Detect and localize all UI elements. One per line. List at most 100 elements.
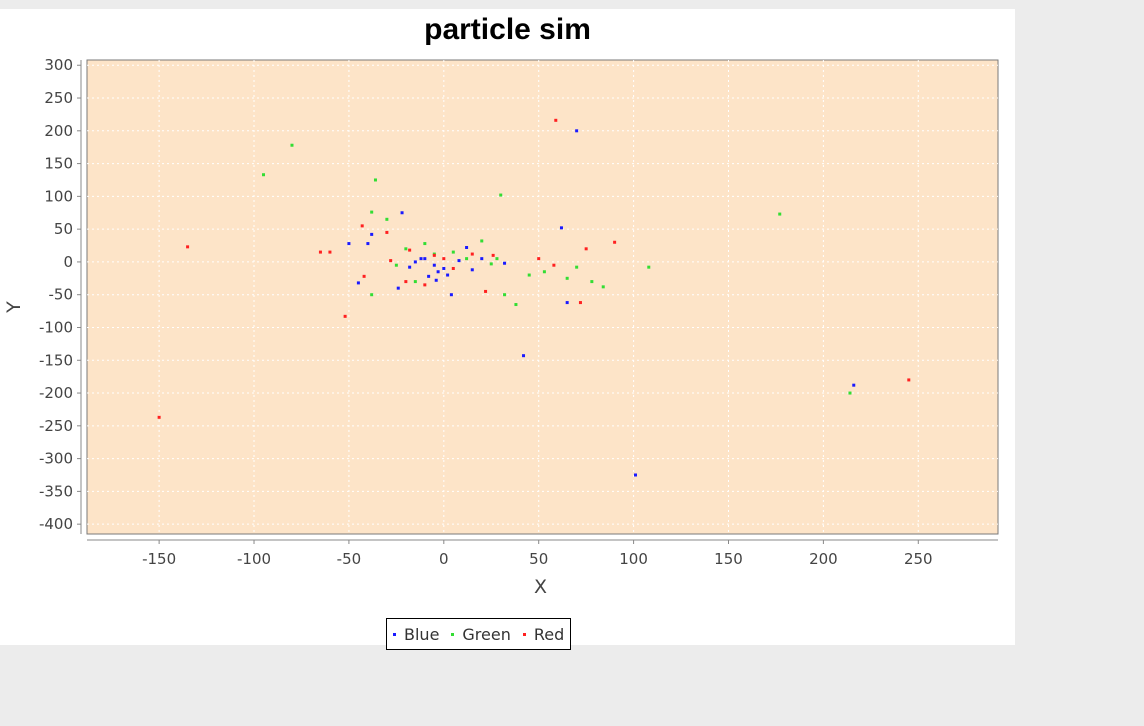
point-green xyxy=(495,257,499,261)
y-tick-label: -300 xyxy=(39,450,73,468)
point-green xyxy=(503,293,507,297)
point-red xyxy=(389,259,393,263)
point-red xyxy=(328,250,332,254)
point-red xyxy=(537,257,541,261)
x-tick-label: 0 xyxy=(439,550,449,568)
legend-label: Red xyxy=(533,624,565,644)
point-blue xyxy=(427,274,431,278)
point-green xyxy=(423,242,427,246)
point-green xyxy=(489,262,493,266)
point-blue xyxy=(419,257,423,261)
point-green xyxy=(394,263,398,267)
legend-swatch xyxy=(522,632,526,636)
x-tick-label: -100 xyxy=(237,550,271,568)
legend-label: Green xyxy=(462,624,511,644)
point-red xyxy=(451,266,455,270)
point-red xyxy=(491,253,495,257)
axes: -150 -100 -50 0 50 100 150 200 250 300 250 200 150 10… xyxy=(39,56,998,568)
point-red xyxy=(432,253,436,257)
x-tick-label: 200 xyxy=(809,550,838,568)
y-axis-label: Y xyxy=(3,301,25,314)
point-green xyxy=(370,293,374,297)
point-green xyxy=(290,143,294,147)
point-blue xyxy=(356,281,360,285)
point-blue xyxy=(559,226,563,230)
point-green xyxy=(848,391,852,395)
point-green xyxy=(565,276,569,280)
y-tick-label: -200 xyxy=(39,384,73,402)
point-red xyxy=(554,118,558,122)
legend-item-green: Green xyxy=(451,624,511,644)
point-red xyxy=(318,250,322,254)
y-tick-label: 250 xyxy=(44,89,73,107)
legend-item-blue: Blue xyxy=(393,625,439,644)
point-red xyxy=(404,280,408,284)
point-green xyxy=(480,239,484,243)
point-red xyxy=(584,247,588,251)
point-green xyxy=(542,270,546,274)
point-blue xyxy=(347,242,351,246)
point-red xyxy=(408,248,412,252)
point-green xyxy=(373,178,377,182)
point-blue xyxy=(436,270,440,274)
point-green xyxy=(404,247,408,251)
point-blue xyxy=(575,129,579,133)
point-blue xyxy=(480,257,484,261)
point-red xyxy=(484,289,488,293)
y-tick-label: 100 xyxy=(44,187,73,205)
point-green xyxy=(647,265,651,269)
legend-label: Blue xyxy=(404,624,440,644)
point-green xyxy=(465,257,469,261)
point-green xyxy=(778,212,782,216)
scatter-chart: -150 -100 -50 0 50 100 150 200 250 300 250 200 150 10… xyxy=(3,56,999,598)
point-blue xyxy=(457,259,461,263)
y-tick-label: 150 xyxy=(44,155,73,173)
y-tick-label: -150 xyxy=(39,351,73,369)
point-blue xyxy=(852,383,856,387)
point-blue xyxy=(633,473,637,477)
legend-item-red: Red xyxy=(522,624,565,644)
y-tick-label: 300 xyxy=(44,56,73,74)
y-tick-label: 50 xyxy=(54,220,73,238)
y-tick-label: -50 xyxy=(49,286,74,304)
legend-swatch xyxy=(393,632,396,636)
point-green xyxy=(601,285,605,289)
y-tick-label: -250 xyxy=(39,417,73,435)
point-red xyxy=(613,240,617,244)
point-green xyxy=(575,265,579,269)
point-green xyxy=(370,210,374,214)
y-tick-label: 0 xyxy=(63,253,73,271)
point-blue xyxy=(396,286,400,290)
point-red xyxy=(578,301,582,305)
point-red xyxy=(360,224,364,228)
point-red xyxy=(157,415,161,419)
plot-area xyxy=(86,59,999,535)
point-red xyxy=(552,263,556,267)
y-tick-label: -400 xyxy=(39,515,73,533)
point-blue xyxy=(400,211,404,215)
point-red xyxy=(385,230,389,234)
point-red xyxy=(343,314,347,318)
chart-title: particle sim xyxy=(424,13,591,46)
point-red xyxy=(907,378,911,382)
point-green xyxy=(413,280,417,284)
y-tick-label: -350 xyxy=(39,482,73,500)
x-tick-label: 250 xyxy=(904,550,933,568)
point-blue xyxy=(449,293,453,297)
point-red xyxy=(442,257,446,261)
x-tick-label: 100 xyxy=(619,550,648,568)
point-red xyxy=(362,274,366,278)
x-tick-label: -150 xyxy=(142,550,176,568)
x-tick-label: -50 xyxy=(337,550,362,568)
point-blue xyxy=(446,273,450,277)
point-blue xyxy=(565,301,569,305)
point-green xyxy=(590,280,594,284)
point-green xyxy=(499,193,503,197)
point-blue xyxy=(370,232,374,236)
point-blue xyxy=(522,354,526,358)
x-tick-label: 50 xyxy=(529,550,548,568)
point-blue xyxy=(442,266,446,270)
point-blue xyxy=(366,242,370,246)
x-axis-label: X xyxy=(534,576,547,598)
point-green xyxy=(262,173,266,177)
